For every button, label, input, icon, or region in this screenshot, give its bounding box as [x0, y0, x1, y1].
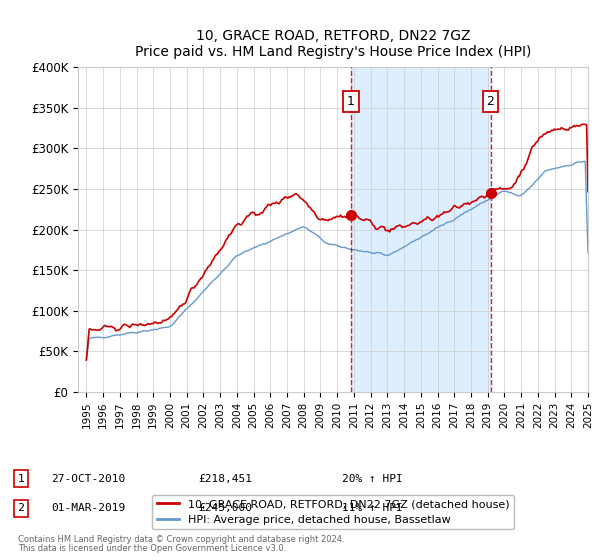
- Bar: [351, 67, 491, 392]
- Text: 1: 1: [347, 95, 355, 108]
- Text: 1: 1: [17, 474, 25, 484]
- Text: 2: 2: [17, 503, 25, 514]
- Text: 01-MAR-2019: 01-MAR-2019: [51, 503, 125, 514]
- Text: Contains HM Land Registry data © Crown copyright and database right 2024.: Contains HM Land Registry data © Crown c…: [18, 535, 344, 544]
- Text: 11% ↑ HPI: 11% ↑ HPI: [342, 503, 403, 514]
- Text: £245,000: £245,000: [198, 503, 252, 514]
- Text: 27-OCT-2010: 27-OCT-2010: [51, 474, 125, 484]
- Text: £218,451: £218,451: [198, 474, 252, 484]
- Text: This data is licensed under the Open Government Licence v3.0.: This data is licensed under the Open Gov…: [18, 544, 286, 553]
- Text: 2: 2: [487, 95, 494, 108]
- Legend: 10, GRACE ROAD, RETFORD, DN22 7GZ (detached house), HPI: Average price, detached: 10, GRACE ROAD, RETFORD, DN22 7GZ (detac…: [152, 495, 514, 529]
- Title: 10, GRACE ROAD, RETFORD, DN22 7GZ
Price paid vs. HM Land Registry's House Price : 10, GRACE ROAD, RETFORD, DN22 7GZ Price …: [135, 29, 531, 59]
- Text: 20% ↑ HPI: 20% ↑ HPI: [342, 474, 403, 484]
